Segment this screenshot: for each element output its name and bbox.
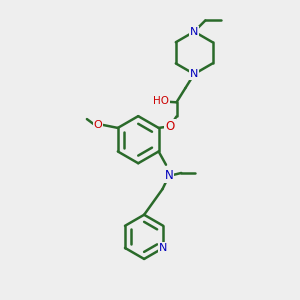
Text: HO: HO (153, 96, 169, 106)
Text: N: N (190, 27, 198, 37)
Text: O: O (165, 120, 175, 133)
Text: N: N (165, 169, 173, 182)
Text: O: O (93, 120, 102, 130)
Text: N: N (159, 243, 167, 253)
Text: N: N (190, 69, 198, 79)
